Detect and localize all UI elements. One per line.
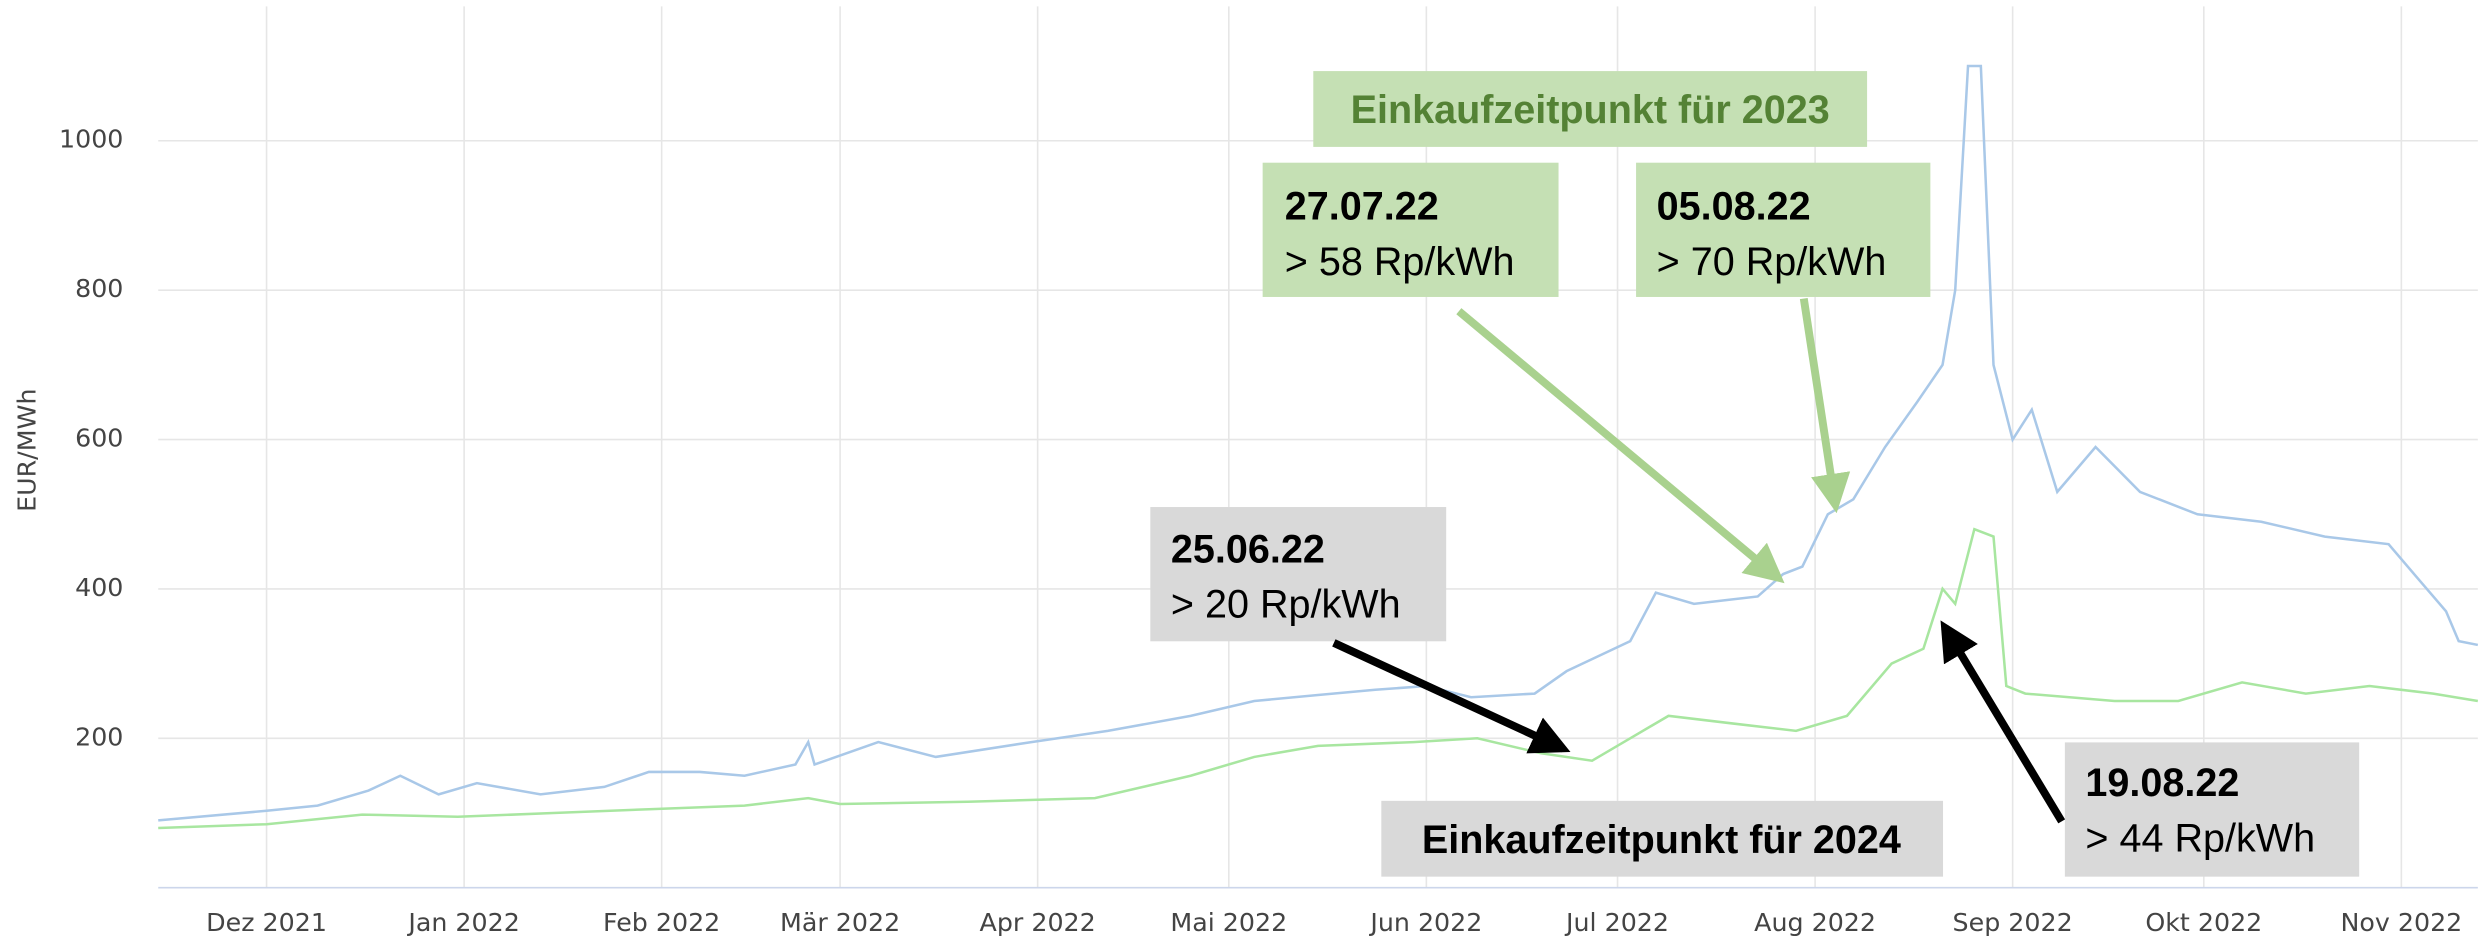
y-tick-label: 1000 (59, 125, 123, 154)
annotation-text: > 44 Rp/kWh (2085, 816, 2315, 860)
arrow (1940, 620, 2066, 824)
annotation-date: 05.08.22 (1657, 185, 1811, 229)
annotation-box (1262, 162, 1559, 297)
x-tick-label: Aug 2022 (1754, 908, 1876, 937)
label: Einkaufzeitpunkt für 2023 (1351, 88, 1830, 132)
x-tick-label: Mär 2022 (780, 908, 900, 937)
x-tick-label: Sep 2022 (1953, 908, 2073, 937)
y-tick-label: 400 (75, 573, 123, 602)
y-tick-label: 600 (75, 424, 123, 453)
arrow (1799, 297, 1851, 514)
y-axis-label: EUR/MWh (12, 389, 41, 512)
line-series (158, 64, 2479, 822)
x-tick-label: Jul 2022 (1564, 908, 1669, 937)
x-tick-label: Apr 2022 (980, 908, 1096, 937)
label-box (1381, 800, 1944, 877)
annotation-text: > 58 Rp/kWh (1285, 240, 1515, 284)
arrow (1332, 639, 1571, 754)
annotation-box (1150, 507, 1447, 642)
annotation-date: 27.07.22 (1285, 185, 1439, 229)
arrow (1456, 308, 1785, 584)
x-tick-label: Mai 2022 (1170, 908, 1287, 937)
y-tick-label: 200 (75, 722, 123, 751)
annotation-text: > 70 Rp/kWh (1657, 240, 1887, 284)
x-tick-label: Jun 2022 (1368, 908, 1482, 937)
x-tick-label: Okt 2022 (2145, 908, 2262, 937)
annotation-box (2064, 742, 2360, 877)
label-box (1313, 71, 1868, 147)
annotation-text: > 20 Rp/kWh (1171, 583, 1401, 627)
x-tick-label: Feb 2022 (603, 908, 720, 937)
y-tick-label: 800 (75, 274, 123, 303)
x-tick-label: Dez 2021 (206, 908, 327, 937)
annotation-date: 19.08.22 (2085, 761, 2239, 805)
annotation-date: 25.06.22 (1171, 527, 1325, 571)
line-series (158, 527, 2479, 830)
annotation-box (1636, 162, 1931, 297)
x-tick-label: Jan 2022 (406, 908, 519, 937)
label: Einkaufzeitpunkt für 2024 (1422, 818, 1901, 862)
x-tick-label: Nov 2022 (2340, 908, 2462, 937)
